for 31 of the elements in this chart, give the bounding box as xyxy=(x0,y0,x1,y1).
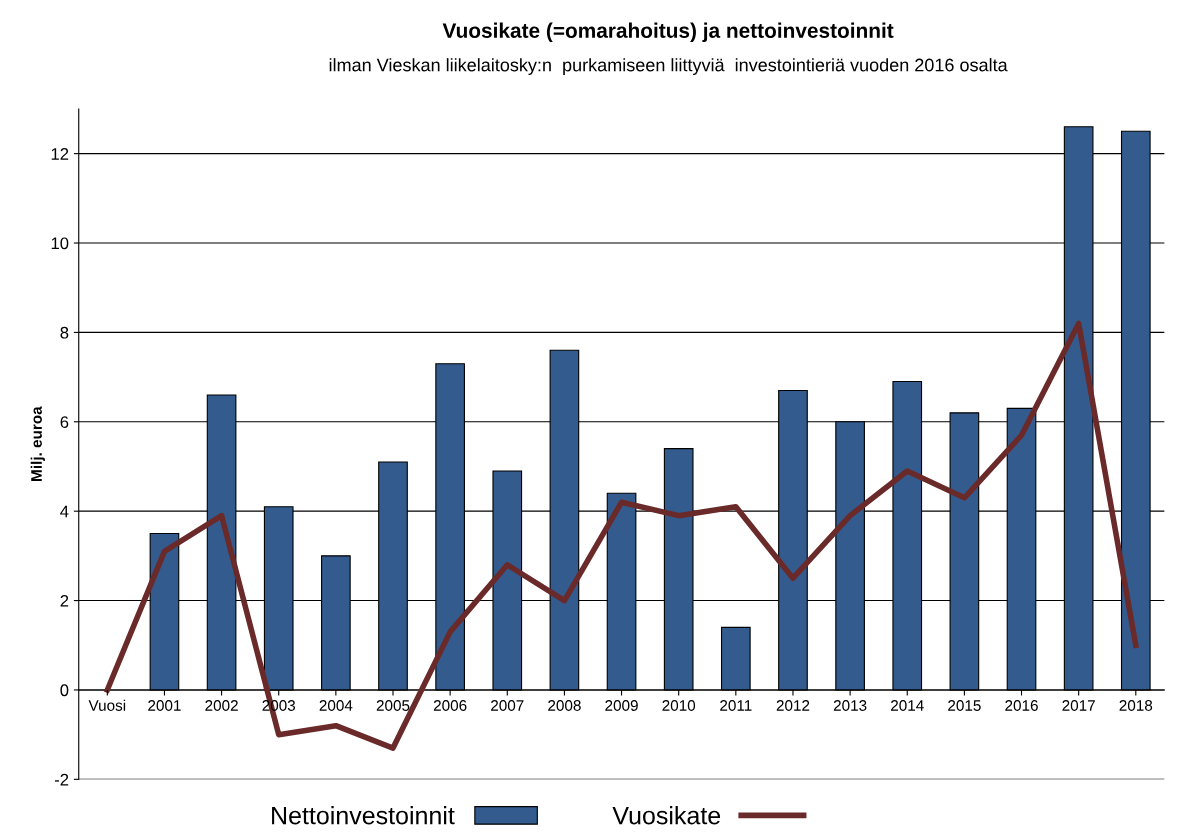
x-tick-label: 2010 xyxy=(662,700,696,711)
x-tick-label: 2001 xyxy=(148,700,181,711)
x-tick-label: 2002 xyxy=(205,700,238,711)
x-tick-label: 2018 xyxy=(1119,700,1153,711)
chart-subtitle: ilman Vieskan liikelaitosky:n purkamiseen liittyviä investointieriä vuoden 2016 osalta xyxy=(329,58,1008,75)
x-tick-label: 2007 xyxy=(491,700,524,711)
y-tick-label: 10 xyxy=(51,237,69,250)
legend-label: Vuosikate xyxy=(612,806,721,825)
x-tick-label: 2004 xyxy=(319,700,353,711)
x-tick-label: 2012 xyxy=(776,700,810,711)
x-tick-label: 2014 xyxy=(891,700,924,711)
legend-label: Nettoinvestoinnit xyxy=(272,806,455,825)
x-tick-label: 2011 xyxy=(720,700,752,711)
chart-title: Vuosikate (=omarahoitus) ja nettoinvestoinnit xyxy=(442,22,894,43)
y-tick-label: 2 xyxy=(60,594,69,607)
y-tick-label: 0 xyxy=(60,684,69,697)
x-tick-label: 2016 xyxy=(1005,700,1038,711)
y-tick-label: 8 xyxy=(60,326,69,339)
y-tick-label: 6 xyxy=(60,416,69,428)
x-tick-label: 2006 xyxy=(433,700,467,711)
x-tick-label: 2009 xyxy=(605,700,638,711)
x-tick-label: 2005 xyxy=(376,700,410,711)
x-tick-label: Vuosi xyxy=(88,699,126,711)
x-tick-label: 2017 xyxy=(1062,700,1095,711)
y-tick-label: 4 xyxy=(60,505,69,518)
x-tick-label: 2013 xyxy=(833,700,867,711)
y-axis-title: Milj. euroa xyxy=(30,406,45,481)
x-tick-label: 2008 xyxy=(548,700,581,711)
y-tick-label: 12 xyxy=(51,148,69,160)
x-tick-label: 2015 xyxy=(948,700,981,711)
y-tick-label: -2 xyxy=(54,773,69,786)
